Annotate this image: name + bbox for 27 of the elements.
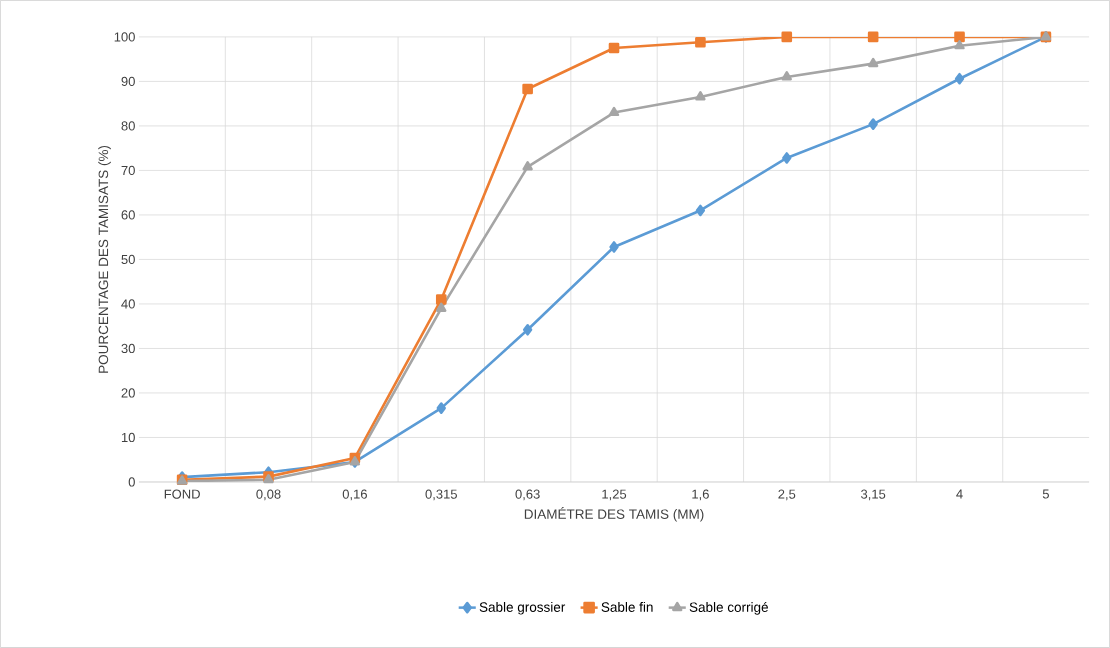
x-tick-label: 1,6 — [692, 489, 709, 501]
y-tick-label: 30 — [121, 343, 135, 354]
x-tick-label: 0,16 — [342, 489, 367, 501]
y-tick-label: 80 — [121, 121, 135, 131]
y-tick-label: 60 — [121, 210, 135, 220]
y-tick-label: 70 — [121, 165, 135, 176]
y-tick-label: 10 — [121, 432, 135, 443]
y-tick-label: 90 — [121, 76, 135, 87]
y-tick-label: 40 — [121, 299, 135, 309]
x-tick-label: 0,315 — [425, 489, 457, 501]
x-tick-label: 2,5 — [778, 489, 796, 501]
x-tick-label: 0,63 — [515, 489, 540, 501]
y-tick-label: 0 — [128, 477, 135, 487]
x-tick-label: 1,25 — [602, 489, 627, 501]
y-tick-label: 100 — [114, 32, 135, 42]
legend-label: Sable grossier — [479, 602, 566, 615]
y-tick-label: 20 — [121, 388, 135, 398]
x-tick-label: 3,15 — [861, 489, 886, 501]
legend-label: Sable fin — [601, 602, 653, 612]
y-axis-title: POURCENTAGE DES TAMISATS (%) — [98, 145, 111, 373]
x-tick-label: 0,08 — [256, 489, 281, 501]
x-axis-title: DIAMÉTRE DES TAMIS (MM) — [524, 507, 704, 522]
legend-label: Sable corrigé — [689, 601, 768, 615]
y-tick-label: 50 — [121, 254, 135, 265]
x-tick-label: 5 — [1042, 489, 1049, 499]
x-tick-label: 4 — [956, 489, 963, 499]
x-tick-label: FOND — [164, 489, 200, 499]
